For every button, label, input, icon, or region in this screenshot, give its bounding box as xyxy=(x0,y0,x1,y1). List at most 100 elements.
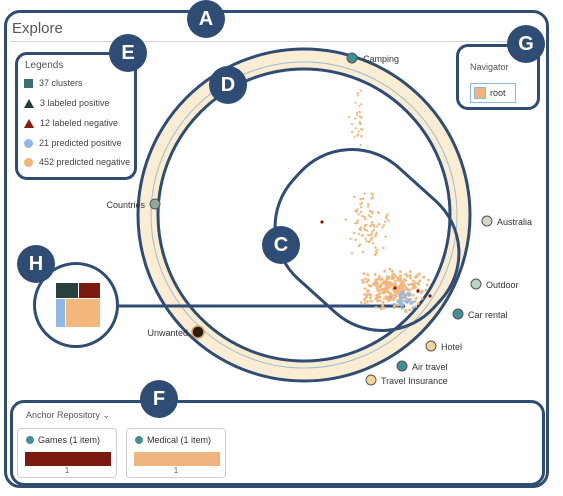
data-point xyxy=(367,234,370,237)
outdoor-anchor-icon[interactable] xyxy=(470,278,482,290)
data-point xyxy=(369,284,373,288)
data-point xyxy=(394,295,398,298)
hotel-anchor-icon[interactable] xyxy=(425,340,437,352)
data-point xyxy=(359,301,363,304)
data-point xyxy=(370,221,374,224)
data-point xyxy=(414,276,418,279)
data-point xyxy=(367,278,370,282)
data-point xyxy=(361,250,365,254)
treemap-cell-predicted-positive xyxy=(56,299,65,327)
data-point xyxy=(382,306,386,310)
data-point xyxy=(355,210,359,213)
data-point xyxy=(363,293,367,296)
anchor-dot-icon xyxy=(135,436,143,444)
data-point xyxy=(403,284,407,288)
data-point xyxy=(387,219,390,222)
data-point xyxy=(375,287,379,290)
anchor-countries[interactable]: Countries xyxy=(106,198,161,210)
anchor-camping[interactable]: Camping xyxy=(346,52,399,64)
cluster-area xyxy=(156,67,452,363)
countries-anchor-icon[interactable] xyxy=(149,198,161,210)
card-count: 1 xyxy=(173,466,179,475)
badge-f: F xyxy=(140,380,178,418)
data-point xyxy=(416,302,420,305)
anchor-card-games[interactable]: Games (1 item) 1 xyxy=(17,428,117,478)
data-point xyxy=(404,309,407,312)
treemap-cell-predicted-negative xyxy=(66,299,100,327)
anchor-hotel[interactable]: Hotel xyxy=(425,340,462,352)
data-point xyxy=(354,117,357,120)
data-point xyxy=(359,203,362,206)
data-point xyxy=(396,292,400,296)
data-point xyxy=(358,111,361,114)
data-point xyxy=(383,287,387,291)
anchor-australia[interactable]: Australia xyxy=(481,215,532,227)
car-rental-anchor-icon[interactable] xyxy=(452,308,464,320)
data-point xyxy=(356,219,359,222)
data-point xyxy=(398,279,402,283)
navigator-root-item[interactable]: root xyxy=(470,83,516,103)
card-count: 1 xyxy=(64,466,70,475)
data-point xyxy=(358,105,361,108)
data-point xyxy=(366,205,370,208)
data-point xyxy=(388,298,392,302)
camping-anchor-icon[interactable] xyxy=(346,52,358,64)
anchor-label: Unwanted xyxy=(147,328,188,338)
data-point xyxy=(374,235,377,238)
anchor-unwanted[interactable]: Unwanted xyxy=(147,325,205,339)
data-point xyxy=(411,282,415,286)
data-point xyxy=(381,291,385,294)
data-point xyxy=(400,306,404,310)
data-point xyxy=(384,235,387,238)
data-point xyxy=(372,225,376,228)
legend-label: 21 predicted positive xyxy=(39,138,122,148)
badge-a: A xyxy=(187,0,225,38)
data-point xyxy=(396,300,400,304)
data-point xyxy=(356,208,359,211)
data-point xyxy=(377,211,380,214)
data-point xyxy=(412,279,415,283)
data-point xyxy=(367,214,370,217)
data-point xyxy=(376,299,379,303)
data-point xyxy=(388,267,392,271)
anchor-outdoor[interactable]: Outdoor xyxy=(470,278,519,290)
anchor-label: Countries xyxy=(106,200,145,210)
data-point xyxy=(378,299,382,302)
data-point xyxy=(374,246,377,249)
treemap-cell-negative xyxy=(79,283,100,298)
data-point xyxy=(392,296,396,300)
data-point xyxy=(416,274,419,278)
data-point xyxy=(407,283,411,287)
data-point xyxy=(360,116,363,119)
data-point xyxy=(400,292,404,296)
data-point xyxy=(356,94,360,97)
data-point xyxy=(369,294,373,297)
data-point xyxy=(428,294,432,298)
data-point xyxy=(361,278,364,282)
travel-insurance-anchor-icon[interactable] xyxy=(365,374,377,386)
data-point xyxy=(363,192,366,195)
data-point xyxy=(368,296,372,300)
australia-anchor-icon[interactable] xyxy=(481,215,493,227)
zoom-treemap xyxy=(56,283,100,327)
data-point xyxy=(369,215,373,219)
data-point xyxy=(389,295,392,299)
anchor-car-rental[interactable]: Car rental xyxy=(452,308,508,320)
data-point xyxy=(349,237,352,240)
anchor-card-medical[interactable]: Medical (1 item) 1 xyxy=(126,428,226,478)
data-point xyxy=(372,242,375,245)
legend-item-predicted-positive: 21 predicted positive xyxy=(24,138,122,148)
data-point xyxy=(395,275,398,279)
data-point xyxy=(408,270,412,273)
data-point xyxy=(404,294,407,298)
unwanted-anchor-icon[interactable] xyxy=(191,325,205,339)
anchor-travel-insurance[interactable]: Travel Insurance xyxy=(365,374,448,386)
anchor-air-travel[interactable]: Air travel xyxy=(396,360,448,372)
anchor-label: Australia xyxy=(497,217,532,227)
card-title: Medical (1 item) xyxy=(135,435,211,445)
navigator-item-label: root xyxy=(490,88,506,98)
anchor-repository-title[interactable]: Anchor Repository ⌄ xyxy=(26,410,111,420)
data-point xyxy=(359,228,362,232)
badge-d: D xyxy=(209,66,247,104)
air-travel-anchor-icon[interactable] xyxy=(396,360,408,372)
